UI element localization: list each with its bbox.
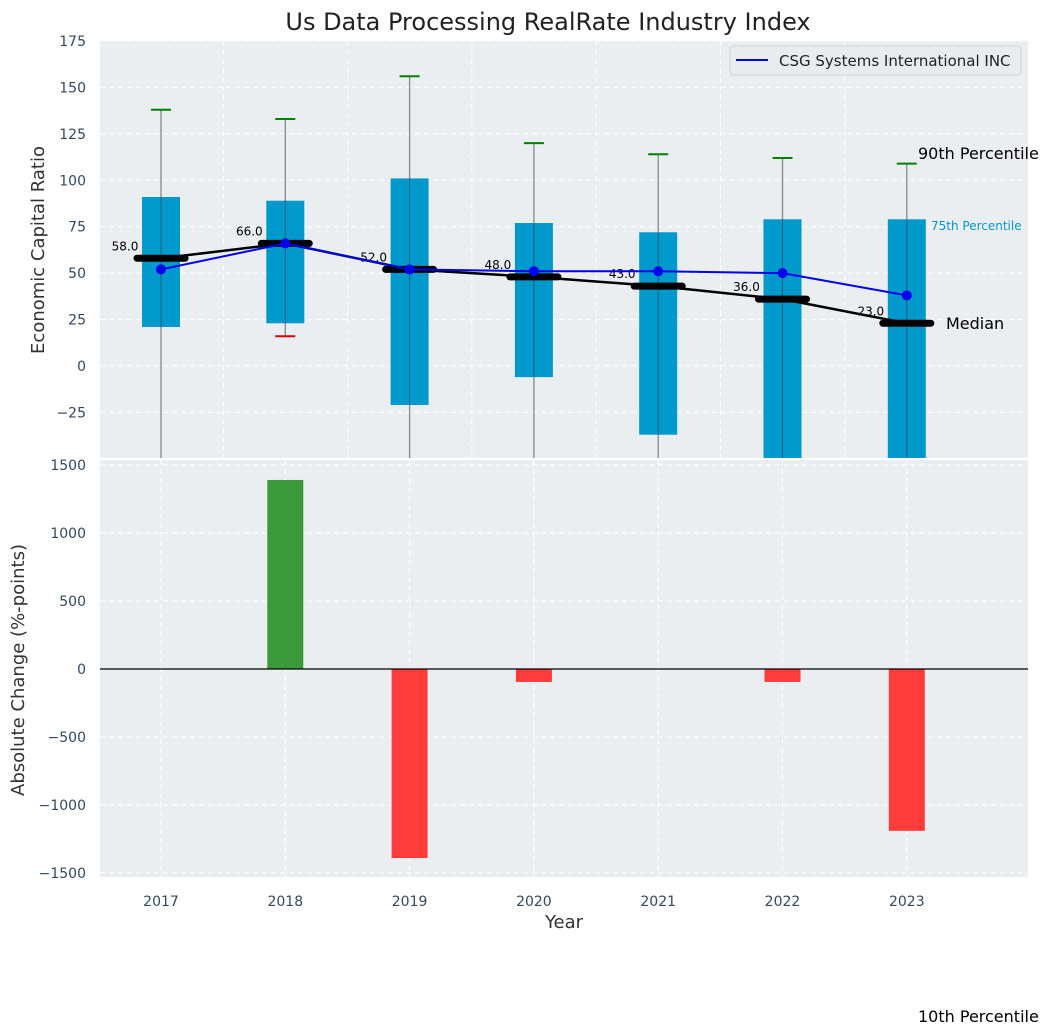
chart-title: Us Data Processing RealRate Industry Ind…	[285, 8, 810, 36]
p10-annotation: 10th Percentile	[918, 1007, 1039, 1026]
legend: CSG Systems International INC	[729, 45, 1022, 76]
series-point	[653, 266, 664, 277]
series-point	[156, 264, 166, 275]
median-value-label: 48.0	[485, 258, 512, 272]
bottom-y-tick-label: −500	[48, 730, 86, 746]
median-value-label: 58.0	[112, 239, 139, 253]
x-tick-label: 2023	[889, 894, 925, 910]
bottom-y-axis-label: Absolute Change (%-points)	[8, 544, 29, 796]
series-point	[901, 290, 912, 301]
bottom-y-tick-label: −1500	[39, 866, 86, 882]
change-bar-positive	[267, 479, 304, 669]
series-point	[777, 268, 788, 279]
top-panel: −25025507510012515017558.066.052.048.043…	[56, 34, 1028, 458]
median-annotation: Median	[946, 314, 1004, 333]
bottom-y-tick-label: 0	[77, 662, 86, 678]
top-y-tick-label: 0	[77, 359, 86, 375]
change-bar-negative	[888, 669, 925, 831]
bottom-y-tick-label: 500	[59, 594, 86, 610]
bottom-y-tick-label: 1500	[50, 458, 86, 474]
top-y-tick-label: 75	[68, 220, 86, 236]
change-bar-negative	[515, 669, 552, 682]
top-y-tick-label: −25	[56, 405, 86, 421]
change-bar-negative	[391, 669, 428, 859]
x-axis-label: Year	[544, 912, 584, 933]
x-tick-label: 2021	[640, 894, 676, 910]
top-y-tick-label: 150	[59, 80, 86, 96]
x-tick-label: 2019	[392, 894, 428, 910]
bottom-panel: −1500 −1000 −500 0 500 1000 1500 2017 2018 2019 20…	[39, 458, 1028, 910]
top-y-tick-label: 175	[59, 34, 86, 50]
x-tick-label: 2020	[516, 894, 552, 910]
top-y-tick-label: 25	[68, 313, 86, 329]
top-y-axis-label: Economic Capital Ratio	[28, 146, 49, 354]
legend-box	[729, 45, 1022, 76]
x-tick-label: 2022	[765, 894, 801, 910]
series-point	[404, 264, 415, 275]
x-tick-label: 2017	[143, 894, 179, 910]
median-value-label: 43.0	[609, 267, 636, 281]
bottom-y-tick-label: −1000	[39, 798, 86, 814]
top-y-tick-label: 50	[68, 266, 86, 282]
top-y-tick-label: 125	[59, 127, 86, 143]
median-value-label: 23.0	[857, 304, 884, 318]
p90-annotation: 90th Percentile	[918, 144, 1039, 163]
top-y-tick-label: 100	[59, 173, 86, 189]
legend-label: CSG Systems International INC	[779, 52, 1011, 70]
x-tick-label: 2018	[267, 894, 303, 910]
median-value-label: 66.0	[236, 224, 263, 238]
median-value-label: 36.0	[733, 280, 760, 294]
p75-annotation: 75th Percentile	[931, 219, 1022, 233]
series-point	[280, 238, 291, 249]
bottom-y-tick-label: 1000	[50, 526, 86, 542]
change-bar-negative	[764, 669, 801, 682]
series-point	[528, 266, 539, 277]
